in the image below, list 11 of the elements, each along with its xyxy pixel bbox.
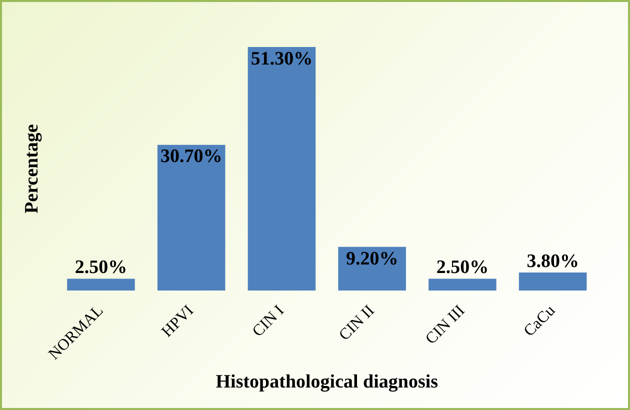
data-label: 2.50%	[74, 257, 128, 278]
x-axis-title: Histopathological diagnosis	[216, 372, 438, 393]
data-label: 30.70%	[160, 146, 222, 168]
data-label: 3.80%	[526, 250, 579, 272]
x-tick-label: CIN I	[249, 302, 288, 340]
data-label: 9.20%	[346, 248, 398, 270]
x-tick-label: CIN II	[336, 302, 378, 344]
y-axis-title: Percentage	[21, 124, 42, 214]
x-tick-label: CIN III	[422, 302, 468, 348]
data-label: 2.50%	[436, 257, 489, 278]
data-label: 51.30%	[250, 48, 313, 70]
